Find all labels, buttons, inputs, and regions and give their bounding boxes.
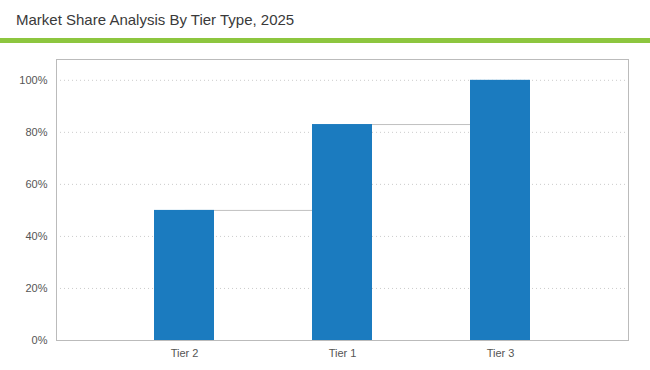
svg-text:80%: 80% <box>25 126 47 138</box>
html-text:Market Share Analysis By Tier: Market Share Analysis By Tier Type, 2025 <box>16 11 295 28</box>
svg-text:0%: 0% <box>32 334 48 346</box>
svg-text:20%: 20% <box>25 282 47 294</box>
svg-text:Tier 1: Tier 1 <box>329 347 357 359</box>
svg-text:100%: 100% <box>19 74 47 86</box>
svg-text:60%: 60% <box>25 178 47 190</box>
svg-text:Tier 2: Tier 2 <box>171 347 199 359</box>
svg-text:40%: 40% <box>25 230 47 242</box>
svg-text:Tier 3: Tier 3 <box>487 347 515 359</box>
